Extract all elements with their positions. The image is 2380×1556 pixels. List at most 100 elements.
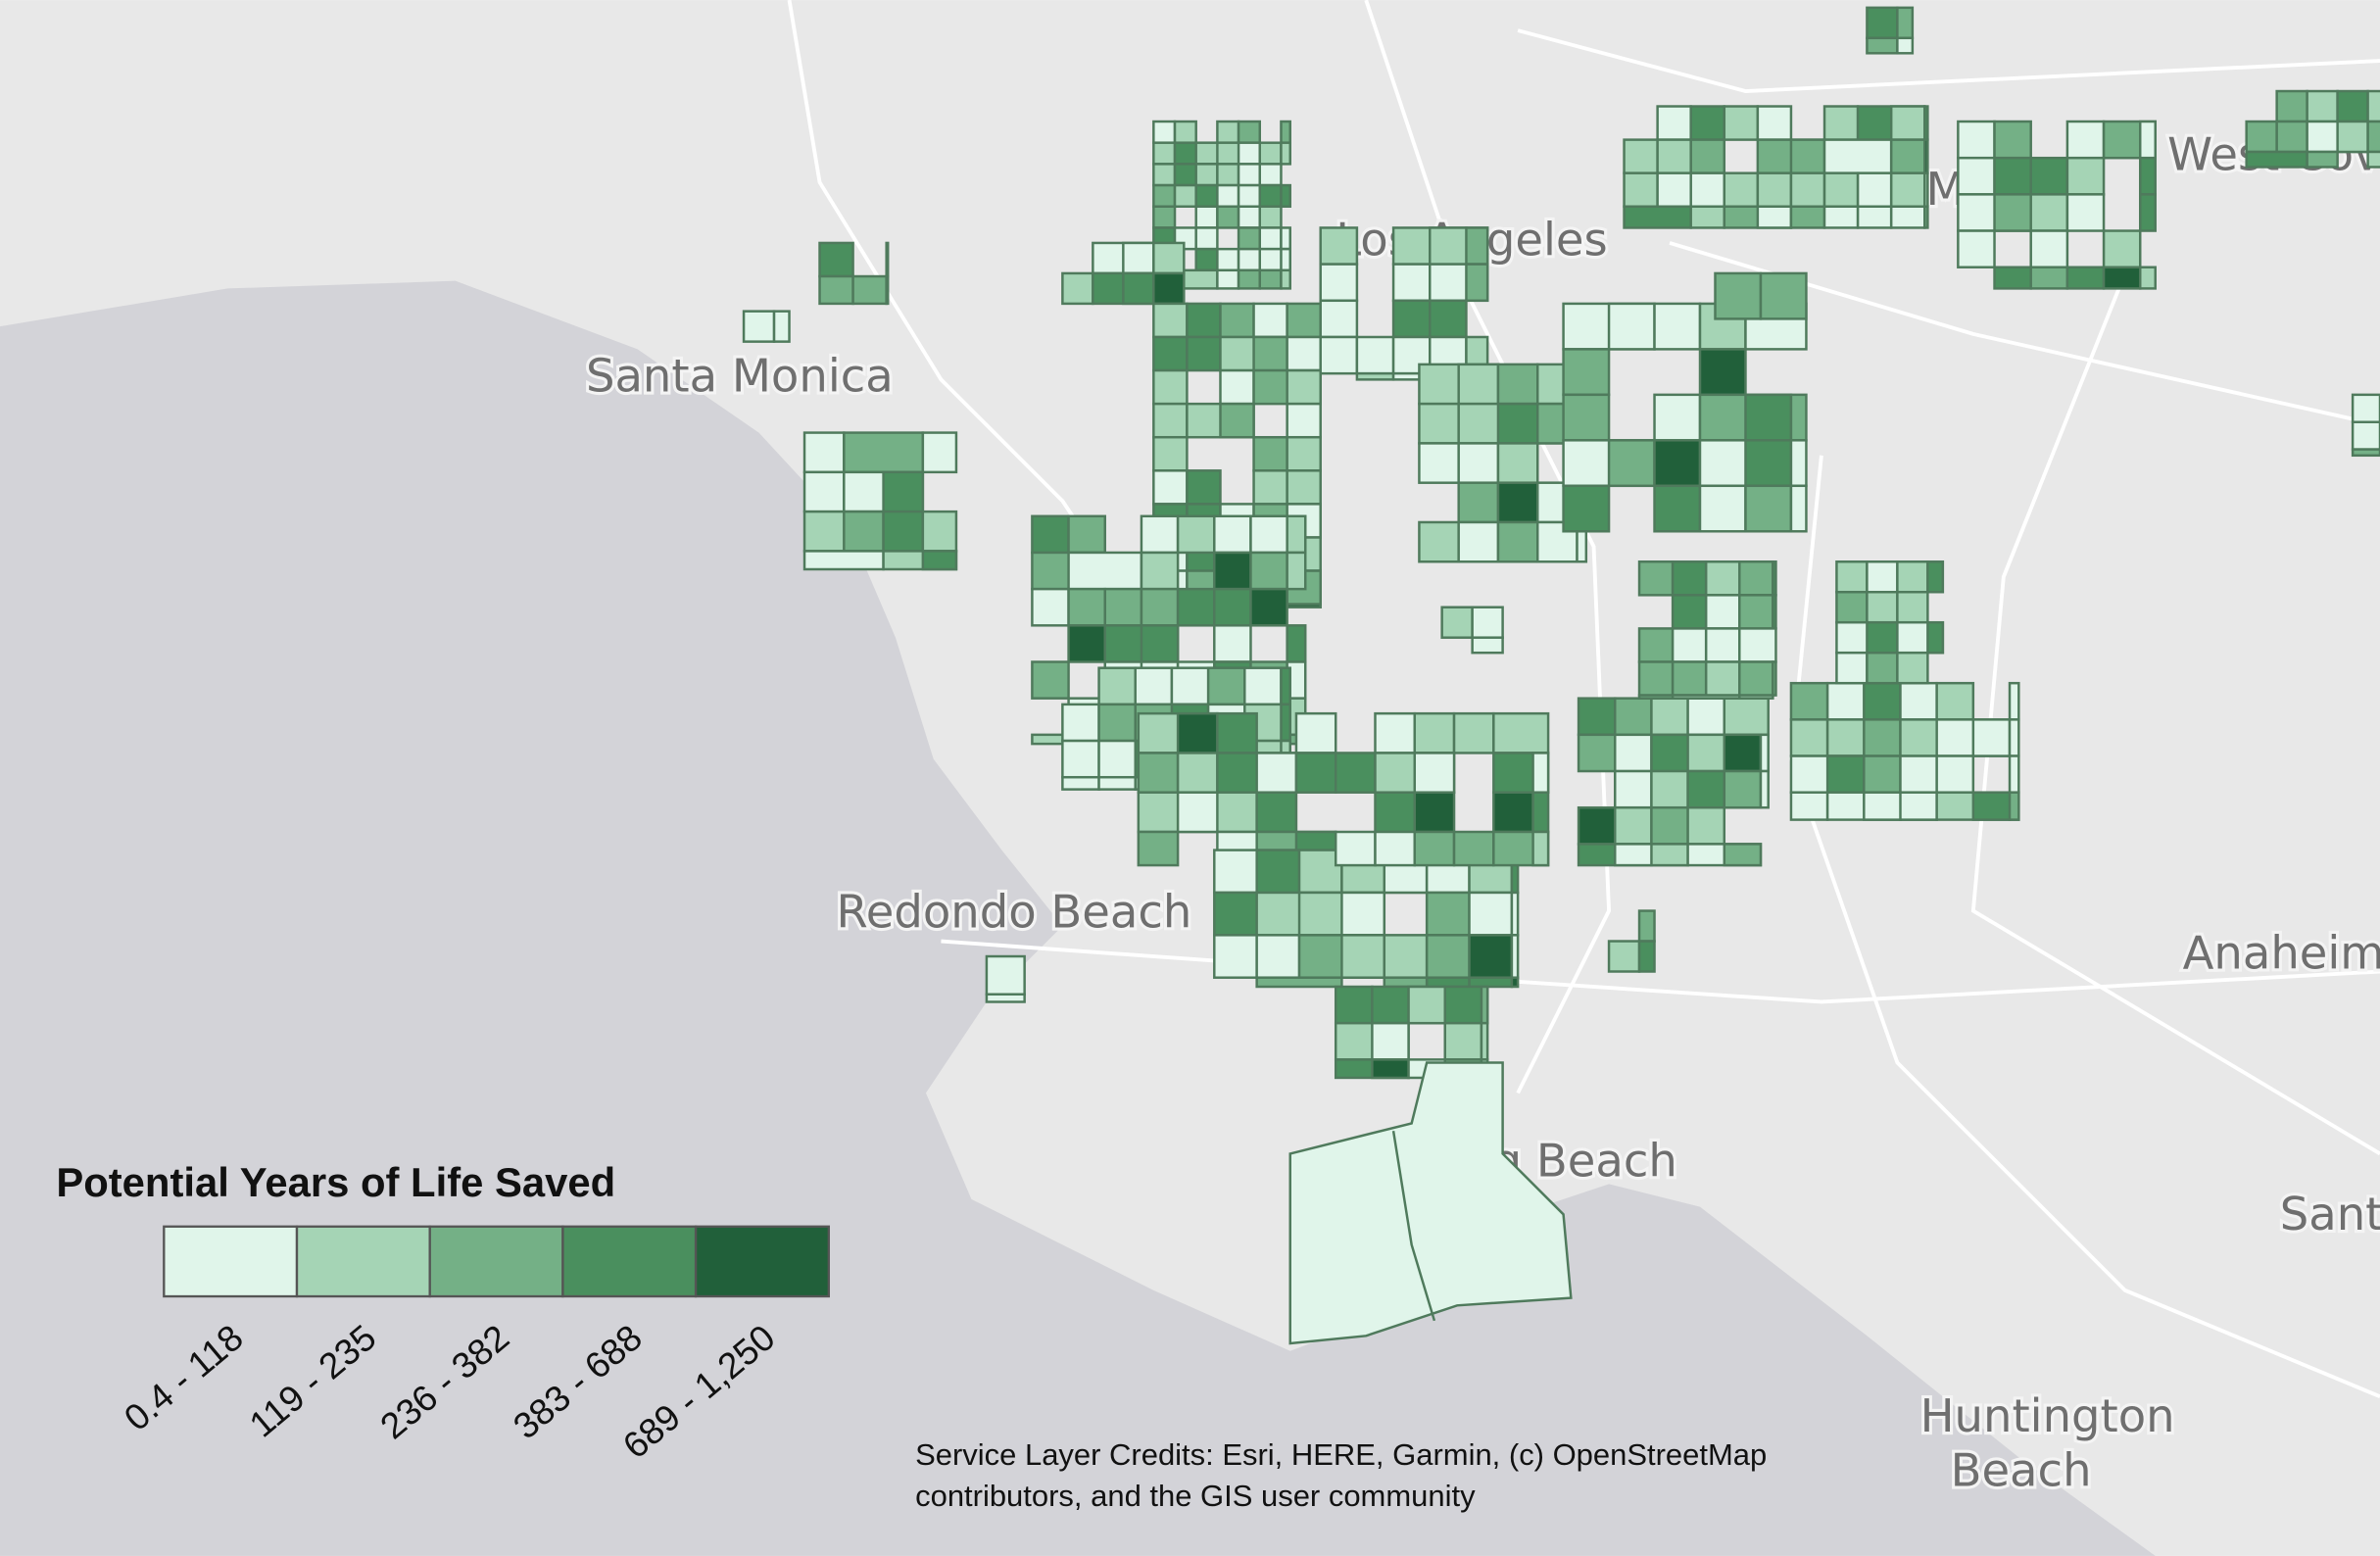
tract bbox=[1418, 520, 1460, 563]
tract bbox=[2351, 448, 2380, 458]
tract bbox=[1286, 302, 1322, 339]
tract bbox=[1288, 1061, 1573, 1345]
tract bbox=[742, 310, 776, 343]
tract bbox=[1577, 697, 1617, 737]
tract bbox=[1152, 163, 1177, 187]
tract bbox=[1258, 183, 1283, 209]
tract bbox=[1492, 791, 1534, 834]
tract bbox=[1176, 587, 1216, 627]
tract bbox=[1759, 271, 1808, 320]
tract bbox=[1152, 302, 1189, 339]
tract bbox=[1237, 183, 1261, 209]
tract bbox=[802, 550, 885, 571]
tract bbox=[1889, 171, 1926, 209]
tract bbox=[1698, 348, 1747, 397]
tract bbox=[1650, 843, 1689, 867]
tract bbox=[1531, 830, 1550, 867]
tract bbox=[1822, 105, 1860, 141]
tract bbox=[1899, 791, 1938, 821]
tract bbox=[1480, 985, 1489, 1025]
tract bbox=[1457, 520, 1500, 563]
tract bbox=[1237, 141, 1261, 166]
tract bbox=[1140, 587, 1180, 627]
tract bbox=[1480, 1021, 1489, 1061]
tract bbox=[2139, 266, 2157, 290]
tracts bbox=[742, 6, 2380, 1080]
tract bbox=[1061, 739, 1100, 779]
tract bbox=[1280, 703, 1291, 743]
tract bbox=[1194, 226, 1219, 251]
tract bbox=[1237, 268, 1261, 290]
tract bbox=[1744, 439, 1793, 488]
tract bbox=[1152, 469, 1189, 506]
tract bbox=[1152, 205, 1177, 229]
tract bbox=[1899, 754, 1938, 794]
tract bbox=[1213, 514, 1252, 555]
tract bbox=[1425, 891, 1471, 937]
tract bbox=[1237, 120, 1261, 144]
tract bbox=[1772, 594, 1777, 630]
tract bbox=[818, 241, 854, 278]
tract bbox=[1097, 666, 1137, 706]
tract bbox=[2008, 754, 2020, 794]
tract bbox=[1219, 302, 1255, 339]
tract bbox=[1789, 171, 1826, 209]
tract bbox=[1137, 752, 1180, 794]
tract bbox=[1468, 976, 1514, 989]
tract bbox=[2139, 120, 2157, 160]
tract bbox=[1140, 514, 1180, 555]
tract bbox=[1923, 205, 1929, 229]
tract bbox=[1957, 156, 1996, 196]
tract bbox=[1418, 402, 1460, 445]
tract bbox=[1896, 36, 1915, 55]
long-beach-tracts bbox=[1288, 1061, 1573, 1345]
tract bbox=[885, 241, 890, 278]
tract bbox=[2029, 266, 2069, 290]
tract bbox=[1219, 368, 1255, 406]
legend-swatch bbox=[295, 1225, 431, 1298]
tract bbox=[2139, 193, 2157, 232]
tract bbox=[1723, 769, 1763, 809]
tract bbox=[1340, 891, 1386, 937]
tract bbox=[1152, 402, 1189, 439]
tract bbox=[1866, 651, 1899, 685]
tract bbox=[1704, 594, 1741, 630]
tract bbox=[1152, 120, 1177, 144]
tract bbox=[1194, 183, 1219, 209]
tract bbox=[1216, 791, 1258, 834]
tract bbox=[1957, 229, 1996, 268]
tract bbox=[1097, 739, 1137, 779]
legend-swatch bbox=[694, 1225, 830, 1298]
tract bbox=[1738, 594, 1774, 630]
road bbox=[1517, 28, 2380, 93]
tract bbox=[1440, 606, 1474, 639]
tract bbox=[1255, 976, 1343, 989]
tract bbox=[1294, 711, 1337, 754]
tract bbox=[1656, 138, 1692, 174]
tract bbox=[1407, 985, 1446, 1025]
legend-title: Potential Years of Life Saved bbox=[56, 1159, 615, 1205]
tract bbox=[2065, 120, 2106, 160]
tract bbox=[1152, 183, 1177, 209]
tract bbox=[1689, 205, 1726, 229]
tract bbox=[1650, 697, 1689, 737]
tract bbox=[1425, 976, 1471, 989]
tract bbox=[2029, 193, 2069, 232]
tract bbox=[985, 954, 1026, 996]
tract bbox=[1510, 891, 1520, 937]
tract bbox=[1971, 718, 2012, 757]
tract bbox=[1889, 205, 1926, 229]
tract bbox=[1374, 791, 1417, 834]
tract bbox=[1452, 830, 1495, 867]
road bbox=[1788, 455, 2380, 1399]
tract bbox=[1286, 335, 1322, 372]
tract bbox=[1856, 171, 1893, 209]
tract bbox=[1176, 752, 1219, 794]
tract bbox=[1137, 830, 1180, 867]
tract bbox=[1194, 163, 1219, 187]
tract bbox=[1413, 752, 1456, 794]
tract bbox=[1340, 934, 1386, 979]
tract bbox=[1614, 805, 1653, 846]
